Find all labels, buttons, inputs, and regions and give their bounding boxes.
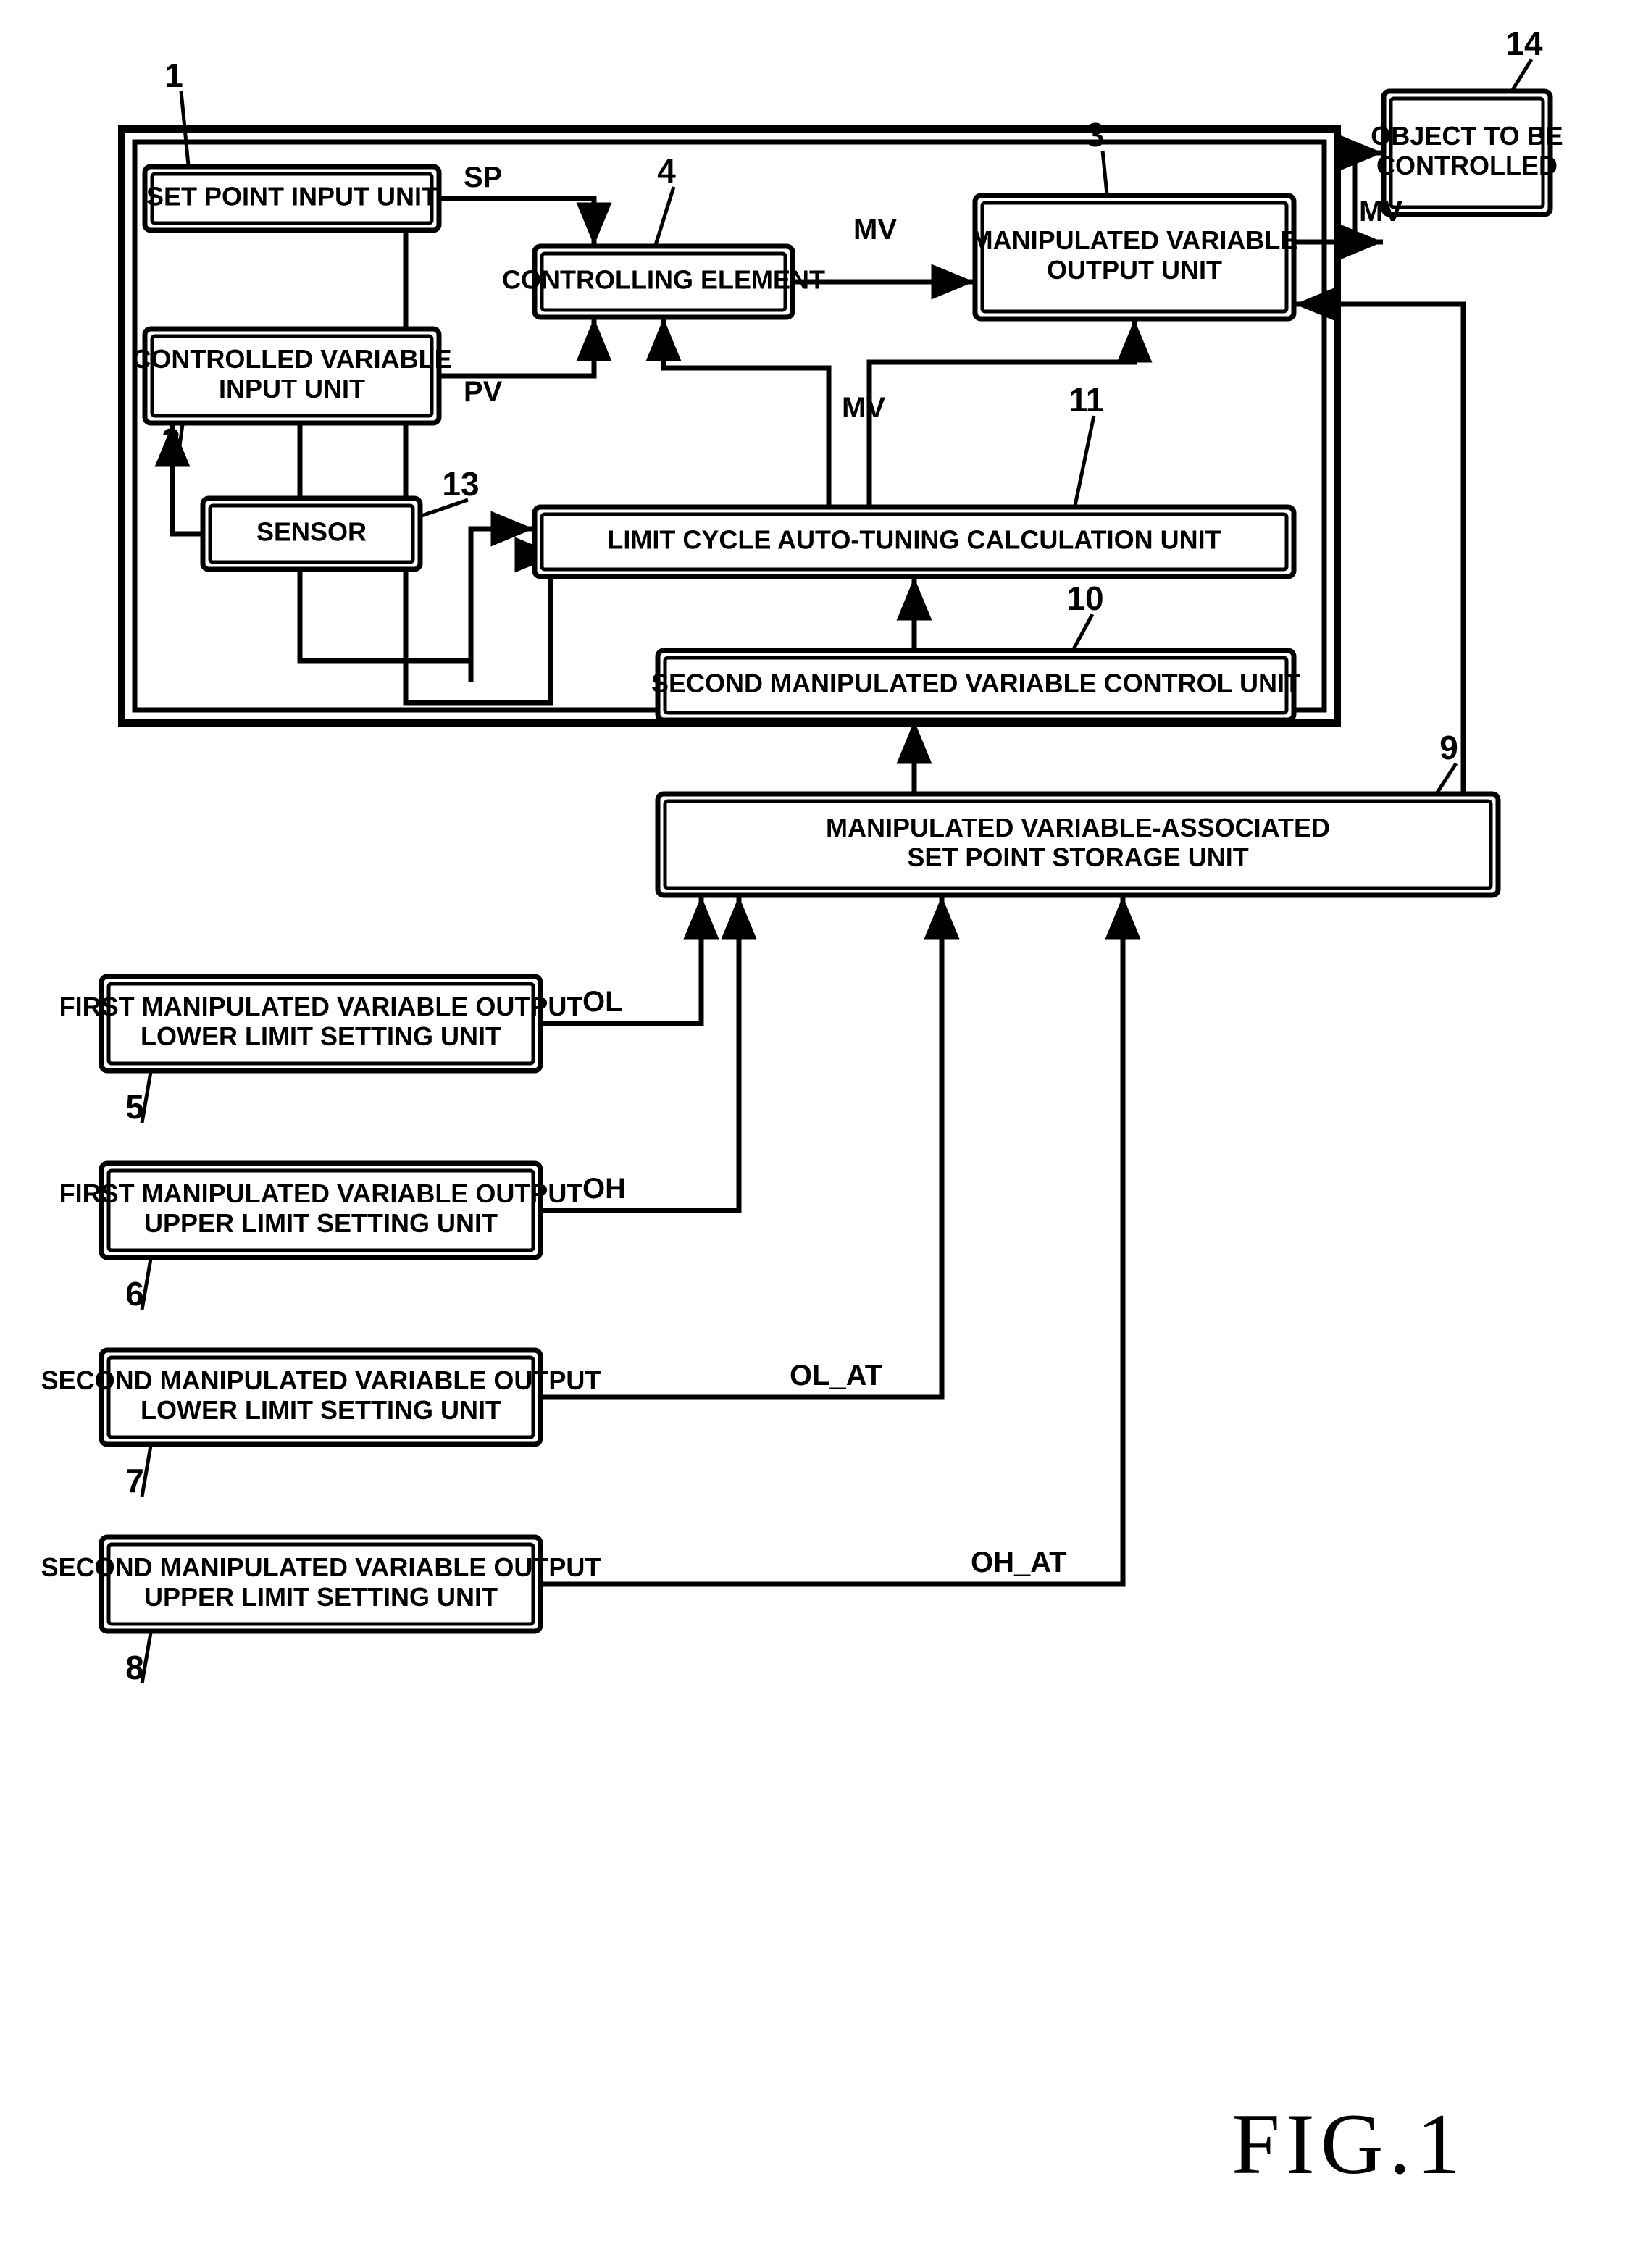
signal-label-ol_at: OL_AT	[790, 1360, 882, 1392]
block-label-b4-line0: CONTROLLING ELEMENT	[502, 265, 825, 295]
signal-label-mv3: MV	[1359, 196, 1402, 227]
block-b5: FIRST MANIPULATED VARIABLE OUTPUTLOWER L…	[59, 976, 583, 1071]
block-label-b2-line1: INPUT UNIT	[219, 374, 365, 403]
callout-number-b6: 6	[125, 1275, 144, 1313]
callout-number-b14: 14	[1505, 25, 1543, 62]
block-label-b3-line1: OUTPUT UNIT	[1047, 255, 1222, 285]
block-label-b5-line1: LOWER LIMIT SETTING UNIT	[141, 1021, 501, 1051]
block-b8: SECOND MANIPULATED VARIABLE OUTPUTUPPER …	[41, 1537, 601, 1631]
block-b2: CONTROLLED VARIABLEINPUT UNIT	[132, 329, 451, 423]
block-label-b2-line0: CONTROLLED VARIABLE	[132, 344, 451, 374]
block-b1: SET POINT INPUT UNIT	[145, 167, 439, 230]
callout-number-b3: 3	[1086, 116, 1105, 154]
block-label-b8-line1: UPPER LIMIT SETTING UNIT	[144, 1582, 498, 1612]
block-label-b6-line1: UPPER LIMIT SETTING UNIT	[144, 1208, 498, 1238]
callout-number-b9: 9	[1439, 729, 1458, 766]
block-label-b13-line0: SENSOR	[256, 517, 367, 547]
callout-number-b1: 1	[164, 57, 183, 94]
block-label-b3-line0: MANIPULATED VARIABLE	[971, 225, 1298, 255]
block-label-b6-line0: FIRST MANIPULATED VARIABLE OUTPUT	[59, 1179, 583, 1208]
wire-b8_9	[540, 896, 1123, 1584]
signal-label-ol: OL	[582, 986, 623, 1018]
signal-label-mv2: MV	[842, 392, 885, 424]
callout-number-b2: 2	[162, 422, 180, 459]
block-b9: MANIPULATED VARIABLE-ASSOCIATEDSET POINT…	[658, 794, 1498, 895]
callout-number-b4: 4	[657, 152, 676, 190]
block-b10: SECOND MANIPULATED VARIABLE CONTROL UNIT	[651, 650, 1300, 720]
block-label-b8-line0: SECOND MANIPULATED VARIABLE OUTPUT	[41, 1552, 601, 1582]
block-b13: SENSOR	[203, 498, 420, 569]
callout-number-b5: 5	[125, 1088, 144, 1126]
callout-number-b11: 11	[1069, 381, 1105, 419]
block-label-b11-line0: LIMIT CYCLE AUTO-TUNING CALCULATION UNIT	[607, 525, 1221, 555]
wire-b6_9	[540, 896, 739, 1210]
block-label-b5-line0: FIRST MANIPULATED VARIABLE OUTPUT	[59, 992, 583, 1021]
block-b4: CONTROLLING ELEMENT	[502, 246, 825, 317]
signal-label-oh: OH	[582, 1173, 626, 1205]
callout-number-b13: 13	[442, 465, 479, 503]
block-label-b9-line0: MANIPULATED VARIABLE-ASSOCIATED	[826, 813, 1330, 842]
block-b7: SECOND MANIPULATED VARIABLE OUTPUTLOWER …	[41, 1350, 601, 1444]
callout-tail-b14	[1513, 59, 1531, 90]
callout-number-b8: 8	[125, 1649, 144, 1686]
block-label-b9-line1: SET POINT STORAGE UNIT	[907, 842, 1248, 872]
block-b11: LIMIT CYCLE AUTO-TUNING CALCULATION UNIT	[535, 507, 1294, 577]
callout-number-b10: 10	[1066, 579, 1103, 617]
block-label-b7-line1: LOWER LIMIT SETTING UNIT	[141, 1395, 501, 1425]
figure-caption: FIG.1	[1232, 2096, 1466, 2192]
callout-tail-b9	[1437, 763, 1456, 792]
block-label-b1-line0: SET POINT INPUT UNIT	[146, 182, 438, 212]
block-b6: FIRST MANIPULATED VARIABLE OUTPUTUPPER L…	[59, 1163, 583, 1258]
block-label-b14-line0: OBJECT TO BE	[1371, 121, 1563, 151]
block-label-b10-line0: SECOND MANIPULATED VARIABLE CONTROL UNIT	[651, 669, 1300, 698]
block-b3: MANIPULATED VARIABLEOUTPUT UNIT	[971, 196, 1298, 319]
callout-number-b7: 7	[125, 1462, 144, 1499]
signal-label-oh_at: OH_AT	[971, 1547, 1067, 1578]
block-label-b14-line1: CONTROLLED	[1376, 151, 1558, 180]
block-label-b7-line0: SECOND MANIPULATED VARIABLE OUTPUT	[41, 1365, 601, 1395]
signal-label-pv: PV	[464, 376, 503, 408]
signal-label-mv1: MV	[853, 214, 897, 246]
signal-label-sp: SP	[464, 162, 502, 193]
